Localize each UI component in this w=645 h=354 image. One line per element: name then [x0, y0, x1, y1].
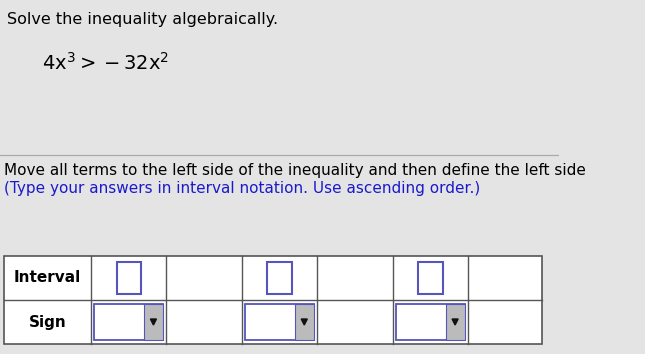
Text: Move all terms to the left side of the inequality and then define the left side: Move all terms to the left side of the i…	[5, 163, 586, 178]
Polygon shape	[150, 319, 157, 325]
Text: Solve the inequality algebraically.: Solve the inequality algebraically.	[7, 12, 278, 27]
Text: $\mathregular{4x^3 > -32x^2}$: $\mathregular{4x^3 > -32x^2}$	[42, 52, 168, 74]
Bar	[295, 304, 314, 340]
Bar	[396, 304, 464, 340]
Text: Sign: Sign	[29, 314, 66, 330]
Bar	[446, 304, 464, 340]
Polygon shape	[452, 319, 458, 325]
Bar	[245, 304, 314, 340]
Bar	[268, 262, 292, 294]
Bar	[418, 262, 442, 294]
Bar	[5, 256, 542, 344]
Bar	[144, 304, 163, 340]
Text: (Type your answers in interval notation. Use ascending order.): (Type your answers in interval notation.…	[5, 181, 481, 196]
Bar	[94, 304, 163, 340]
Text: Interval: Interval	[14, 270, 81, 285]
Polygon shape	[301, 319, 307, 325]
Bar	[117, 262, 141, 294]
